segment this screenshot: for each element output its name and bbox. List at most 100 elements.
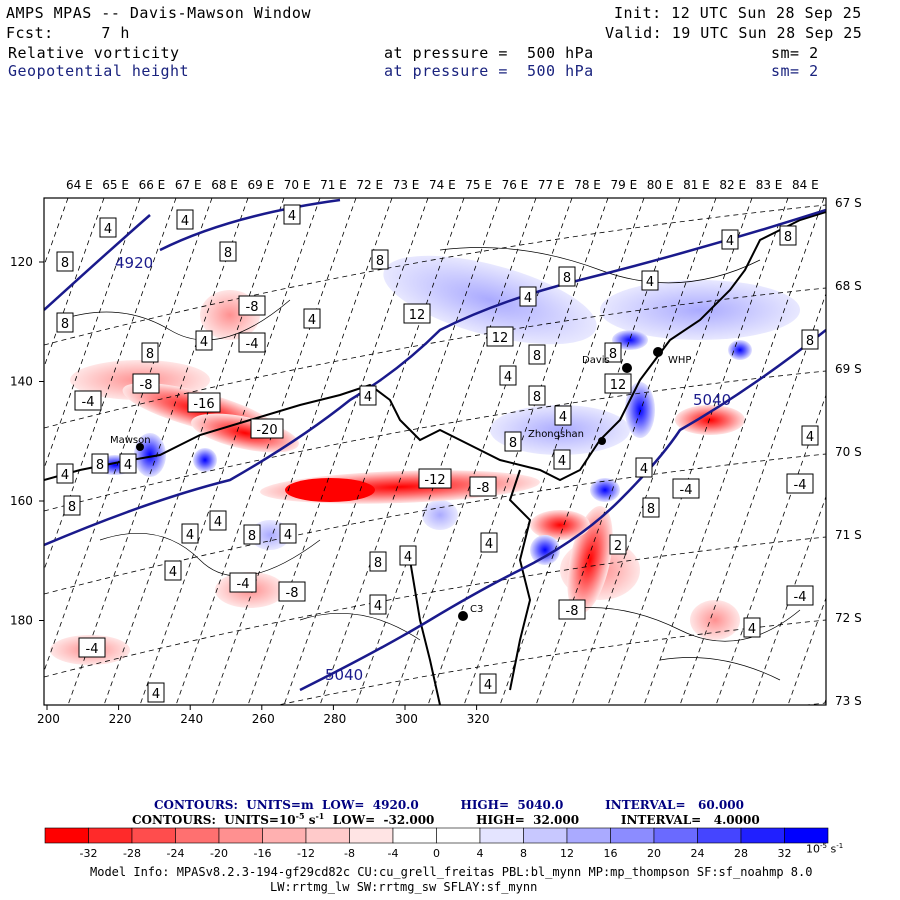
height-contours	[44, 198, 826, 692]
contour-value-label: 4	[404, 550, 412, 565]
lon-label: 78 E	[574, 178, 601, 192]
colorbar-tick: 0	[433, 847, 440, 860]
contour-lines	[59, 247, 801, 681]
colorbar-tick: -12	[297, 847, 315, 860]
contour-value-label: 4	[748, 622, 756, 637]
x-tick-label: 260	[252, 712, 275, 726]
contour-value-label: -12	[424, 473, 445, 488]
lon-label: 64 E	[66, 178, 93, 192]
y-tick-label: 160	[10, 494, 33, 508]
contour-value-label: 8	[609, 347, 617, 362]
contour-value-label: -4	[680, 483, 693, 498]
station-zhongshan-label: Zhongshan	[528, 429, 584, 440]
contour-value-label: 12	[409, 308, 426, 323]
colorbar-swatch	[523, 827, 568, 844]
contour-value-label: 4	[214, 515, 222, 530]
colorbar-tick: 20	[647, 847, 661, 860]
contour-value-label: 8	[533, 390, 541, 405]
contour-value-label: 4	[124, 458, 132, 473]
model-info-line1: Model Info: MPASv8.2.3-194-gf29cd82c CU:…	[90, 865, 813, 879]
colorbar-swatch	[697, 827, 742, 844]
x-tick-label: 240	[180, 712, 203, 726]
vorticity-contours-legend: CONTOURS: UNITS=10-5 s-1 LOW= -32.000 HI…	[132, 811, 760, 827]
field2-name: Geopotential height	[8, 62, 190, 80]
forecast-hour-label: Fcst: 7 h	[6, 24, 130, 42]
lon-label: 66 E	[139, 178, 166, 192]
colorbar-tick: 4	[477, 847, 484, 860]
contour-value-label: -4	[237, 577, 250, 592]
contour-labels: 4 8 4 4 8 8 8 4 4 4 8 8 8 4 -8 -4 4 12 12 8 4 8 8 12 8 -4 -8 -16 -20…	[56, 204, 819, 703]
field1-name: Relative vorticity	[8, 44, 180, 62]
x-tick-label: 220	[109, 712, 132, 726]
field1-smoothing: sm= 2	[771, 44, 819, 62]
colorbar-swatch	[436, 827, 481, 844]
contour-value-label: -8	[477, 481, 490, 496]
contour-value-label: 4	[181, 214, 189, 229]
colorbar-tick: -28	[123, 847, 141, 860]
station-c3-label: C3	[470, 604, 483, 615]
latitude-labels: 67 S 68 S 69 S 70 S 71 S 72 S 73 S	[835, 196, 862, 708]
contour-value-label: 8	[248, 529, 256, 544]
contour-value-label: 4	[726, 234, 734, 249]
contour-value-label: -8	[140, 378, 153, 393]
x-tick-label: 320	[467, 712, 490, 726]
stations: Mawson Davis WHP Zhongshan C3	[110, 347, 691, 621]
map-plot: 64 E 65 E 66 E 67 E 68 E 69 E 70 E 71 E 72 E 73 E…	[10, 178, 862, 726]
colorbar-tick: -20	[210, 847, 228, 860]
station-c3-marker	[458, 611, 468, 621]
lon-label: 67 E	[175, 178, 202, 192]
contour-value-label: 4	[152, 687, 160, 702]
colorbar-swatch	[566, 827, 611, 844]
colorbar-swatch	[262, 827, 307, 844]
lon-label: 83 E	[756, 178, 783, 192]
field2-smoothing: sm= 2	[771, 62, 819, 80]
contour-value-label: 12	[610, 378, 627, 393]
lat-label: 72 S	[835, 611, 862, 625]
lon-label: 72 E	[356, 178, 383, 192]
contour-value-label: 4	[200, 335, 208, 350]
lon-label: 74 E	[429, 178, 456, 192]
contour-value-label: 4	[504, 370, 512, 385]
colorbar-swatch	[392, 827, 437, 844]
colorbar-tick: -4	[388, 847, 399, 860]
colorbar-swatch	[218, 827, 263, 844]
contour-value-label: 4	[169, 565, 177, 580]
station-mawson-label: Mawson	[110, 435, 151, 446]
x-tick-label: 300	[395, 712, 418, 726]
colorbar: -32 -28 -24 -20 -16 -12 -8 -4 0 4 8 12 16 20 24 28 32	[44, 827, 829, 860]
x-axis: 200 220 240 260 280 300 320	[37, 705, 490, 726]
contour-value-label: -4	[86, 642, 99, 657]
contour-value-label: 8	[647, 502, 655, 517]
lat-label: 68 S	[835, 279, 862, 293]
contour-value-label: 2	[614, 539, 622, 554]
contour-value-label: 8	[146, 347, 154, 362]
colorbar-swatch	[653, 827, 698, 844]
height-label-4920: 4920	[115, 254, 153, 272]
y-tick-label: 180	[10, 614, 33, 628]
lon-label: 80 E	[647, 178, 674, 192]
station-zhongshan-marker	[598, 437, 606, 445]
contour-value-label: 8	[374, 556, 382, 571]
lon-label: 69 E	[248, 178, 275, 192]
contour-value-label: 8	[224, 246, 232, 261]
y-axis: 120 140 160 180	[10, 255, 44, 628]
contour-value-label: -16	[193, 397, 214, 412]
contour-value-label: 8	[784, 230, 792, 245]
lon-label: 79 E	[611, 178, 638, 192]
contour-value-label: -20	[256, 423, 277, 438]
x-tick-label: 280	[323, 712, 346, 726]
valid-time: Valid: 19 UTC Sun 28 Sep 25	[605, 24, 863, 42]
colorbar-tick: -32	[80, 847, 98, 860]
lat-label: 71 S	[835, 528, 862, 542]
colorbar-swatch	[784, 827, 829, 844]
contour-value-label: 4	[61, 468, 69, 483]
lon-label: 70 E	[284, 178, 311, 192]
height-contours-legend: CONTOURS: UNITS=m LOW= 4920.0 HIGH= 5040…	[154, 798, 744, 812]
station-mawson-marker	[136, 443, 144, 451]
x-tick-label: 200	[37, 712, 60, 726]
contour-value-label: -4	[794, 590, 807, 605]
contour-value-label: -4	[794, 478, 807, 493]
lat-label: 67 S	[835, 196, 862, 210]
lon-label: 82 E	[719, 178, 746, 192]
contour-value-label: 4	[806, 430, 814, 445]
